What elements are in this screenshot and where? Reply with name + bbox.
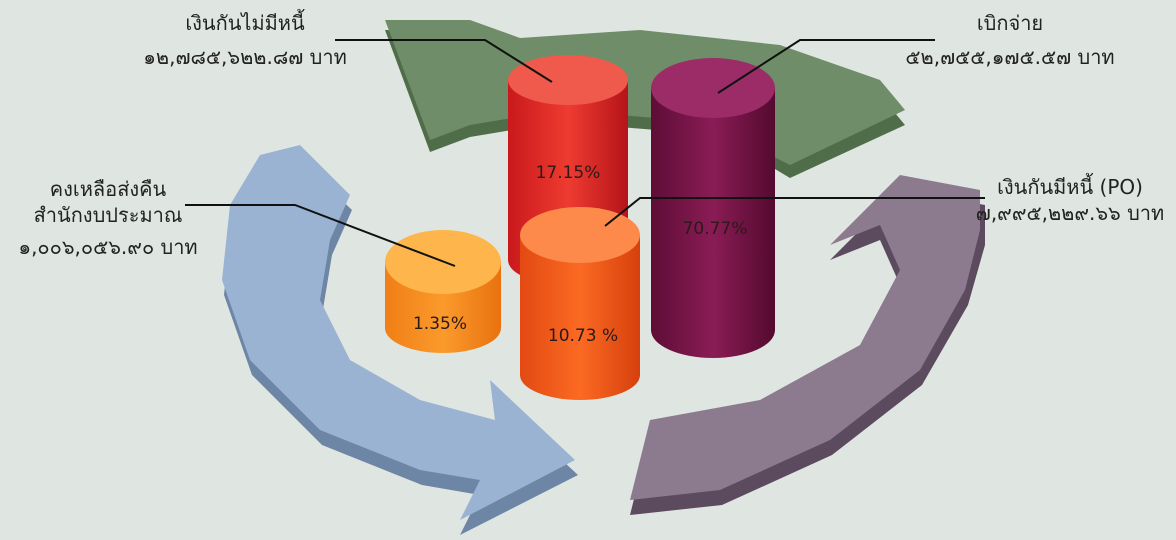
- item-percent: 70.77%: [683, 219, 748, 239]
- infographic: เงินกันไม่มีหนี้ ๑๒,๗๘๕,๖๒๒.๘๗ บาท 17.15…: [0, 0, 1176, 540]
- item-amount: ๗,๙๙๕,๒๒๙.๖๖ บาท: [976, 201, 1164, 225]
- item-amount: ๑๒,๗๘๕,๖๒๒.๘๗ บาท: [143, 45, 347, 69]
- green-arrow: [385, 20, 905, 178]
- item-label: เงินกันมีหนี้ (PO): [997, 173, 1143, 199]
- item-amount: ๕๒,๗๕๕,๑๗๕.๕๗ บาท: [905, 45, 1114, 69]
- cylinder-yellow: [385, 230, 501, 353]
- item-percent: 1.35%: [413, 314, 467, 334]
- item-percent: 17.15%: [536, 163, 601, 183]
- item-percent: 10.73 %: [548, 326, 618, 346]
- item-label: เงินกันไม่มีหนี้: [185, 9, 305, 35]
- cylinder-purple: [651, 58, 775, 358]
- item-label: คงเหลือส่งคืน: [50, 177, 167, 201]
- item-label: สำนักงบประมาณ: [34, 203, 183, 227]
- item-label: เบิกจ่าย: [977, 11, 1043, 35]
- page: {"items":[ {"label_lines":["เงินกันไม่มี…: [0, 0, 1176, 540]
- item-amount: ๑,๐๐๖,๐๕๖.๙๐ บาท: [18, 235, 197, 259]
- cylinder-orange: [520, 207, 640, 400]
